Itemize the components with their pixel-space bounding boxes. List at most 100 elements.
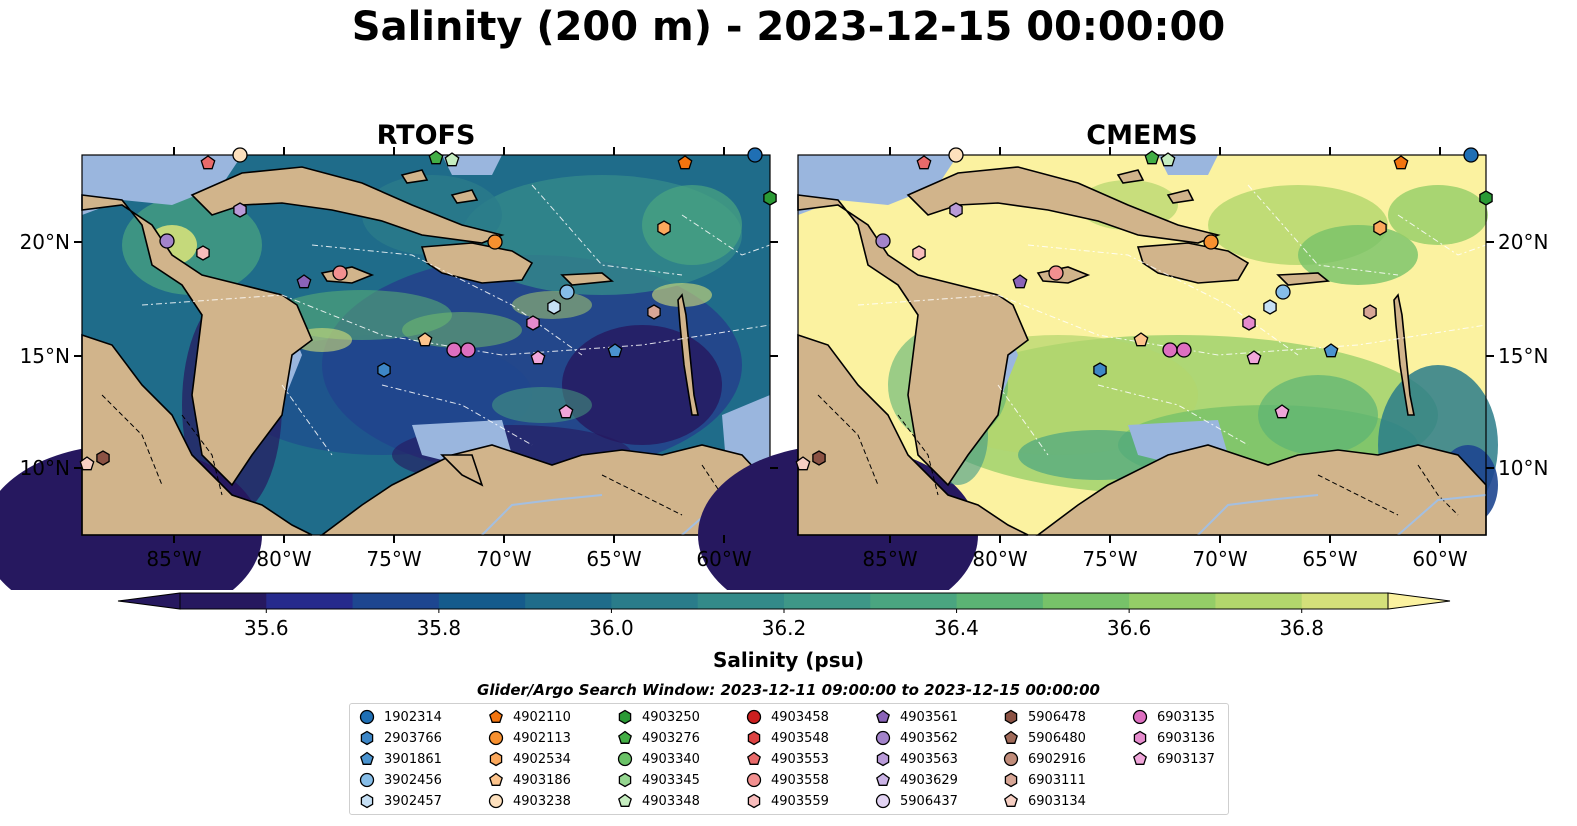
map-panels: 85°W 85°W 80°W 80°W 75°W 75°W 70°W 70°W 65°W 65°W… bbox=[0, 147, 1548, 590]
lon-tick-label: 70°W bbox=[476, 547, 531, 571]
legend-label: 5906437 bbox=[900, 793, 958, 809]
float-marker-4903561 bbox=[1012, 274, 1028, 289]
float-marker-6903111 bbox=[647, 304, 661, 320]
float-marker-5906478 bbox=[96, 450, 110, 466]
colorbar-tick-label: 36.8 bbox=[1279, 616, 1324, 640]
float-marker-6903135b bbox=[1176, 342, 1192, 358]
search-window-caption: Glider/Argo Search Window: 2023-12-11 09… bbox=[477, 681, 1100, 699]
float-marker-6903135b bbox=[460, 342, 476, 358]
float-marker-4903559 bbox=[912, 245, 926, 261]
legend-entry: 4902113 bbox=[487, 728, 571, 748]
legend-label: 5906478 bbox=[1028, 709, 1086, 725]
legend-entry: 2903766 bbox=[358, 728, 442, 748]
lon-tick-label: 65°W bbox=[1302, 547, 1357, 571]
legend-label: 4903561 bbox=[900, 709, 958, 725]
float-marker-6903135 bbox=[446, 342, 462, 358]
legend-label: 6903134 bbox=[1028, 793, 1086, 809]
float-marker-4903238 bbox=[948, 147, 964, 163]
legend-label: 6902916 bbox=[1028, 751, 1086, 767]
lon-tick-label: 80°W bbox=[972, 547, 1027, 571]
legend-label: 2903766 bbox=[384, 730, 442, 746]
float-marker-4903629b bbox=[1274, 404, 1290, 419]
legend-entry: 4903629 bbox=[874, 770, 958, 790]
legend-entry: 6902916 bbox=[1002, 749, 1086, 769]
float-marker-6903137 bbox=[1246, 350, 1262, 365]
borders-cmems bbox=[817, 394, 1459, 516]
legend-label: 3902456 bbox=[384, 772, 442, 788]
legend-label: 4903553 bbox=[771, 751, 829, 767]
legend-marker-icon bbox=[1133, 730, 1147, 746]
legend-entry: 3902456 bbox=[358, 770, 442, 790]
legend: 1902314 2903766 3901861 3902456 3902457 49021… bbox=[349, 703, 1229, 815]
lat-tick-label-left: 10°N bbox=[20, 456, 70, 480]
legend-entry: 4903276 bbox=[616, 728, 700, 748]
legend-entry: 6903137 bbox=[1131, 749, 1215, 769]
lon-tick-label: 60°W bbox=[1412, 547, 1467, 571]
float-marker-3902457 bbox=[547, 299, 561, 315]
legend-marker-icon bbox=[618, 772, 632, 788]
legend-marker-icon bbox=[618, 793, 632, 807]
lat-tick-label-right: 10°N bbox=[1498, 456, 1548, 480]
legend-marker-icon bbox=[488, 730, 504, 746]
legend-label: 4903250 bbox=[642, 709, 700, 725]
legend-label: 6903135 bbox=[1157, 709, 1215, 725]
legend-entry: 4903345 bbox=[616, 770, 700, 790]
legend-entry: 4902110 bbox=[487, 707, 571, 727]
legend-marker-icon bbox=[746, 709, 762, 725]
colorbar-cell bbox=[525, 593, 612, 609]
float-marker-4903238 bbox=[232, 147, 248, 163]
float-marker-4903559 bbox=[196, 245, 210, 261]
legend-marker-icon bbox=[618, 730, 632, 744]
legend-label: 4903558 bbox=[771, 772, 829, 788]
colorbar: 35.6 35.8 36.0 36.2 36.4 36.6 36.8 bbox=[117, 592, 1451, 640]
colorbar-cell bbox=[438, 593, 526, 609]
legend-entry: 4903558 bbox=[745, 770, 829, 790]
legend-label: 4903559 bbox=[771, 793, 829, 809]
float-marker-4903276 bbox=[1144, 150, 1160, 165]
legend-marker-icon bbox=[359, 772, 375, 788]
legend-entry: 4903548 bbox=[745, 728, 829, 748]
float-marker-4903250 bbox=[763, 190, 777, 206]
lat-tick-label-left: 20°N bbox=[20, 230, 70, 254]
legend-label: 4903629 bbox=[900, 772, 958, 788]
lon-tick-label: 60°W bbox=[696, 547, 751, 571]
map-panel-rtofs bbox=[0, 154, 771, 590]
float-marker-3901861 bbox=[607, 343, 623, 358]
legend-entry: 4903458 bbox=[745, 707, 829, 727]
legend-marker-icon bbox=[1004, 709, 1018, 725]
legend-entry: 6903136 bbox=[1131, 728, 1215, 748]
colorbar-cell bbox=[956, 593, 1044, 609]
legend-label: 4903562 bbox=[900, 730, 958, 746]
float-marker-4903553 bbox=[916, 155, 932, 170]
legend-entry: 5906437 bbox=[874, 791, 958, 811]
legend-marker-icon bbox=[618, 709, 632, 725]
legend-label: 4903548 bbox=[771, 730, 829, 746]
float-marker-6903136 bbox=[526, 315, 540, 331]
colorbar-cell bbox=[870, 593, 958, 609]
float-markers-cmems bbox=[795, 147, 1493, 471]
legend-marker-icon bbox=[747, 730, 761, 746]
legend-marker-icon bbox=[360, 730, 374, 746]
float-markers-rtofs bbox=[79, 147, 777, 471]
float-marker-4903562 bbox=[159, 233, 175, 249]
legend-entry: 4903561 bbox=[874, 707, 958, 727]
float-marker-4903250 bbox=[1479, 190, 1493, 206]
legend-marker-icon bbox=[488, 793, 504, 809]
lat-tick-label-left: 15°N bbox=[20, 344, 70, 368]
legend-entry: 3901861 bbox=[358, 749, 442, 769]
eez-lines-cmems bbox=[857, 184, 1487, 456]
legend-label: 3901861 bbox=[384, 751, 442, 767]
legend-entry: 4903238 bbox=[487, 791, 571, 811]
colorbar-cell bbox=[697, 593, 785, 609]
float-marker-6903134 bbox=[795, 456, 811, 471]
float-marker-4902110 bbox=[1393, 155, 1409, 170]
float-marker-4902534 bbox=[1373, 220, 1387, 236]
float-marker-4903558 bbox=[1048, 265, 1064, 281]
map-panel-cmems bbox=[698, 154, 1498, 590]
float-marker-4903563 bbox=[233, 202, 247, 218]
legend-label: 4902534 bbox=[513, 751, 571, 767]
colorbar-tick-label: 36.6 bbox=[1107, 616, 1152, 640]
legend-entry: 4903562 bbox=[874, 728, 958, 748]
legend-label: 6903111 bbox=[1028, 772, 1086, 788]
legend-entry: 4903348 bbox=[616, 791, 700, 811]
